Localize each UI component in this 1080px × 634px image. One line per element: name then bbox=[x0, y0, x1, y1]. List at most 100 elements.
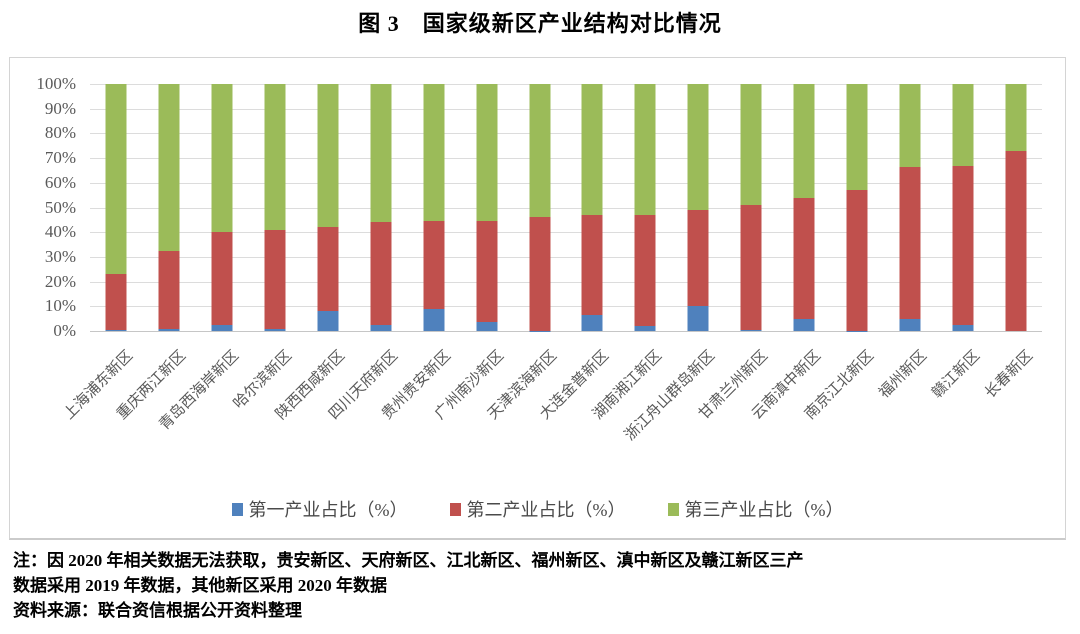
bar-slot bbox=[936, 84, 989, 331]
bar-slot bbox=[513, 84, 566, 331]
bar-segment bbox=[899, 318, 921, 331]
bar-segment bbox=[634, 214, 656, 326]
bar-slot bbox=[354, 84, 407, 331]
y-axis-label: 100% bbox=[36, 74, 76, 93]
x-axis-line bbox=[90, 331, 1042, 332]
bar-segment bbox=[581, 84, 603, 215]
bar-stack-11 bbox=[634, 84, 656, 331]
y-axis-label: 10% bbox=[44, 296, 76, 316]
bar-segment bbox=[1005, 150, 1027, 331]
bar-segment bbox=[476, 84, 498, 222]
legend-color-swatch-icon bbox=[667, 502, 679, 516]
legend-item: 第三产业占比（%） bbox=[667, 496, 844, 522]
bar-segment bbox=[370, 325, 392, 331]
y-axis-label: 20% bbox=[44, 271, 76, 291]
bar-segment bbox=[581, 315, 603, 331]
bar-segment bbox=[158, 250, 180, 330]
bar-segment bbox=[317, 311, 339, 331]
legend-label: 第二产业占比（%） bbox=[466, 500, 626, 520]
bar-segment bbox=[793, 84, 815, 198]
bar-segment bbox=[476, 322, 498, 331]
bar-segment bbox=[687, 306, 709, 331]
bar-segment bbox=[423, 308, 445, 331]
bar-stack-1 bbox=[105, 84, 127, 331]
bar-stack-4 bbox=[264, 84, 286, 331]
gridline bbox=[90, 182, 1042, 184]
y-axis-label: 70% bbox=[44, 148, 76, 168]
bar-segment bbox=[1005, 84, 1027, 151]
x-axis-label: 福州新区 bbox=[876, 347, 930, 402]
bar-stack-15 bbox=[846, 84, 868, 331]
gridline bbox=[90, 207, 1042, 209]
gridline bbox=[90, 133, 1042, 135]
bar-segment bbox=[740, 329, 762, 331]
bar-segment bbox=[952, 165, 974, 326]
bar-segment bbox=[846, 84, 868, 191]
legend-color-swatch-icon bbox=[449, 502, 461, 516]
chart-notes: 注：因 2020 年相关数据无法获取，贵安新区、天府新区、江北新区、福州新区、滇… bbox=[13, 548, 1079, 623]
bar-stack-10 bbox=[581, 84, 603, 331]
gridline bbox=[90, 281, 1042, 283]
bar-segment bbox=[105, 274, 127, 331]
bar-slot bbox=[302, 84, 355, 331]
legend-label: 第三产业占比（%） bbox=[684, 500, 844, 520]
bar-segment bbox=[846, 190, 868, 331]
bar-segment bbox=[105, 84, 127, 275]
bar-stack-14 bbox=[793, 84, 815, 331]
bar-segment bbox=[211, 325, 233, 331]
bar-slot bbox=[778, 84, 831, 331]
x-axis-label: 长春新区 bbox=[981, 347, 1036, 402]
bar-segment bbox=[899, 84, 921, 167]
bar-segment bbox=[687, 84, 709, 210]
bar-segment bbox=[740, 84, 762, 206]
bar-stack-9 bbox=[529, 84, 551, 331]
source-text: 资料来源：联合资信根据公开资料整理 bbox=[13, 601, 302, 620]
bar-stack-7 bbox=[423, 84, 445, 331]
y-axis-label: 60% bbox=[44, 172, 76, 192]
y-axis-label: 50% bbox=[44, 197, 76, 217]
bar-slot bbox=[143, 84, 196, 331]
y-axis: 0% 10% 20% 30% 40% 50% 60% 70% 80% 90% 100% bbox=[10, 74, 80, 340]
bar-stack-12 bbox=[687, 84, 709, 331]
plot-area bbox=[90, 84, 1042, 332]
bar-segment bbox=[529, 217, 551, 331]
bar-slot bbox=[249, 84, 302, 331]
chart-frame: 0% 10% 20% 30% 40% 50% 60% 70% 80% 90% 100% 上海浦东新区… bbox=[9, 57, 1066, 540]
y-axis-label: 30% bbox=[44, 246, 76, 266]
bar-slot bbox=[883, 84, 936, 331]
gridline bbox=[90, 306, 1042, 308]
bar-stack-5 bbox=[317, 84, 339, 331]
gridline bbox=[90, 84, 1042, 85]
bar-segment bbox=[370, 222, 392, 326]
y-axis-label: 90% bbox=[44, 98, 76, 118]
bar-slot bbox=[90, 84, 143, 331]
bar-segment bbox=[793, 197, 815, 319]
bar-segment bbox=[793, 318, 815, 331]
bar-segment bbox=[634, 325, 656, 331]
bar-segment bbox=[264, 229, 286, 330]
bar-segment bbox=[158, 329, 180, 331]
bar-segment bbox=[952, 325, 974, 331]
bar-stack-18 bbox=[1005, 84, 1027, 331]
bar-segment bbox=[423, 221, 445, 309]
bar-slot bbox=[566, 84, 619, 331]
note-text-line2: 数据采用 2019 年数据，其他新区采用 2020 年数据 bbox=[13, 576, 387, 595]
legend: 第一产业占比（%） 第二产业占比（%） 第三产业占比（%） bbox=[10, 496, 1065, 522]
bar-segment bbox=[264, 84, 286, 230]
gridline bbox=[90, 256, 1042, 258]
y-axis-label: 40% bbox=[44, 222, 76, 242]
bar-segment bbox=[740, 205, 762, 330]
legend-label: 第一产业占比（%） bbox=[248, 500, 408, 520]
bar-stack-8 bbox=[476, 84, 498, 331]
bar-segment bbox=[423, 84, 445, 222]
x-axis-label: 赣江新区 bbox=[929, 347, 983, 402]
bar-segment bbox=[634, 84, 656, 215]
bar-segment bbox=[211, 84, 233, 233]
bar-slot bbox=[196, 84, 249, 331]
bar-segment bbox=[529, 84, 551, 218]
bars-layer bbox=[90, 84, 1042, 331]
y-axis-label: 0% bbox=[53, 321, 76, 340]
bar-slot bbox=[619, 84, 672, 331]
legend-item: 第一产业占比（%） bbox=[231, 496, 408, 522]
bar-stack-17 bbox=[952, 84, 974, 331]
